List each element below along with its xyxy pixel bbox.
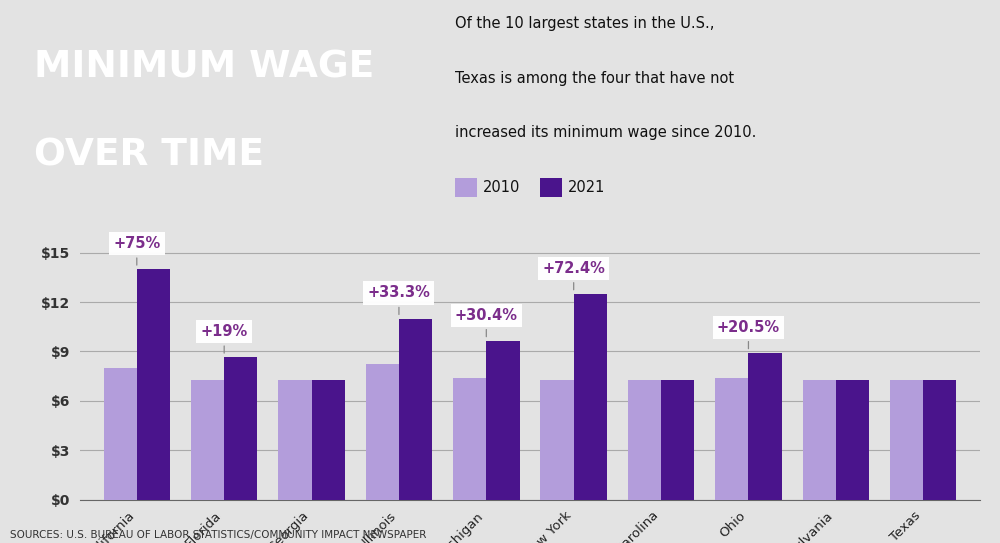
- Text: +20.5%: +20.5%: [717, 320, 780, 349]
- Bar: [890, 380, 923, 500]
- Bar: [278, 380, 312, 500]
- Text: 2021: 2021: [568, 180, 605, 195]
- Bar: [836, 380, 869, 500]
- Text: MINIMUM WAGE: MINIMUM WAGE: [34, 50, 374, 86]
- Bar: [748, 353, 782, 500]
- Text: 2010: 2010: [483, 180, 520, 195]
- Text: +33.3%: +33.3%: [367, 286, 430, 314]
- Bar: [540, 380, 574, 500]
- Text: increased its minimum wage since 2010.: increased its minimum wage since 2010.: [455, 125, 756, 140]
- Bar: [923, 380, 956, 500]
- Text: Of the 10 largest states in the U.S.,: Of the 10 largest states in the U.S.,: [455, 16, 714, 31]
- Bar: [191, 380, 224, 500]
- Bar: [628, 380, 661, 500]
- Text: Texas is among the four that have not: Texas is among the four that have not: [455, 71, 734, 86]
- Bar: [661, 380, 694, 500]
- Bar: [366, 364, 399, 500]
- Bar: [399, 319, 432, 500]
- Bar: [137, 269, 170, 500]
- Bar: [715, 378, 748, 500]
- Text: OVER TIME: OVER TIME: [34, 137, 264, 173]
- Bar: [574, 294, 607, 500]
- Text: +72.4%: +72.4%: [542, 261, 605, 290]
- Bar: [224, 357, 257, 500]
- Text: SOURCES: U.S. BUREAU OF LABOR STATISTICS/COMMUNITY IMPACT NEWSPAPER: SOURCES: U.S. BUREAU OF LABOR STATISTICS…: [10, 531, 426, 540]
- Bar: [453, 378, 486, 500]
- Text: +19%: +19%: [201, 324, 248, 353]
- Text: +30.4%: +30.4%: [455, 308, 518, 337]
- Bar: [104, 368, 137, 500]
- Bar: [312, 380, 345, 500]
- Bar: [803, 380, 836, 500]
- Bar: [486, 341, 520, 500]
- Text: +75%: +75%: [113, 236, 160, 265]
